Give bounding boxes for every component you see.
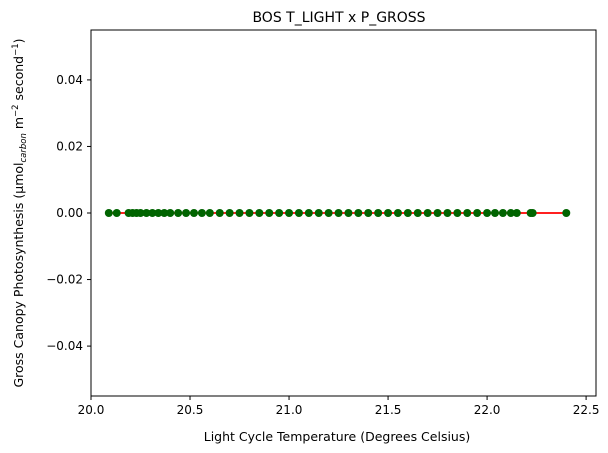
data-point xyxy=(324,209,333,217)
data-point xyxy=(245,209,254,217)
data-point xyxy=(275,209,284,217)
data-point xyxy=(189,209,198,217)
y-axis-label-suffix: ) xyxy=(11,38,26,43)
y-axis-label-mid: m xyxy=(11,117,26,133)
plot-area xyxy=(90,29,597,397)
data-point xyxy=(384,209,393,217)
data-point xyxy=(473,209,482,217)
data-point xyxy=(354,209,363,217)
data-point xyxy=(562,209,571,217)
data-point xyxy=(506,209,515,217)
data-point xyxy=(235,209,244,217)
data-point xyxy=(423,209,432,217)
data-point xyxy=(160,209,169,217)
y-axis-label: Gross Canopy Photosynthesis (µmolcarbon … xyxy=(11,38,29,387)
y-axis-label-prefix: Gross Canopy Photosynthesis (µmol xyxy=(11,162,26,387)
data-point xyxy=(344,209,353,217)
data-point xyxy=(314,209,323,217)
y-axis-label-sup1: −2 xyxy=(11,104,21,117)
data-point xyxy=(197,209,206,217)
x-tick-label: 20.5 xyxy=(177,403,204,417)
y-tick-label: 0.02 xyxy=(56,139,83,153)
data-point xyxy=(136,209,145,217)
y-axis-label-mid2: second xyxy=(11,56,26,105)
data-point xyxy=(174,209,183,217)
data-point xyxy=(304,209,313,217)
data-point xyxy=(255,209,264,217)
x-tick-label: 20.0 xyxy=(78,403,105,417)
data-point xyxy=(403,209,412,217)
data-point xyxy=(413,209,422,217)
data-point xyxy=(364,209,373,217)
data-point xyxy=(483,209,492,217)
data-point xyxy=(294,209,303,217)
y-tick-label: −0.04 xyxy=(46,339,83,353)
data-point xyxy=(215,209,224,217)
x-tick-label: 21.0 xyxy=(276,403,303,417)
data-point xyxy=(285,209,294,217)
data-point xyxy=(225,209,234,217)
data-point xyxy=(463,209,472,217)
data-point xyxy=(374,209,383,217)
data-point xyxy=(104,209,113,217)
x-tick-label: 21.5 xyxy=(375,403,402,417)
data-point xyxy=(334,209,343,217)
data-point xyxy=(205,209,214,217)
y-axis-label-subscript: carbon xyxy=(19,133,29,162)
x-axis-label: Light Cycle Temperature (Degrees Celsius… xyxy=(204,429,471,444)
data-point xyxy=(148,209,157,217)
data-point xyxy=(154,209,163,217)
data-point xyxy=(453,209,462,217)
data-point xyxy=(491,209,499,217)
y-tick-label: −0.02 xyxy=(46,273,83,287)
data-point xyxy=(528,209,537,217)
data-point xyxy=(498,209,507,217)
data-point xyxy=(433,209,442,217)
data-point xyxy=(265,209,274,217)
data-point xyxy=(182,209,191,217)
x-tick-label: 22.5 xyxy=(573,403,600,417)
y-tick-label: 0.00 xyxy=(56,206,83,220)
chart-title: BOS T_LIGHT x P_GROSS xyxy=(252,10,425,26)
y-tick-label: 0.04 xyxy=(56,73,83,87)
y-axis: 0.04 0.02 0.00 −0.02 −0.04 xyxy=(46,73,91,353)
data-point xyxy=(142,209,151,217)
x-axis: 20.0 20.5 21.0 21.5 22.0 22.5 xyxy=(78,396,600,417)
data-point xyxy=(393,209,402,217)
data-point xyxy=(166,209,175,217)
data-point xyxy=(443,209,452,217)
data-point xyxy=(112,209,121,217)
data-point xyxy=(512,209,521,217)
x-tick-label: 22.0 xyxy=(474,403,501,417)
y-axis-label-sup2: −1 xyxy=(11,43,21,56)
scatter-points-group xyxy=(104,209,571,217)
